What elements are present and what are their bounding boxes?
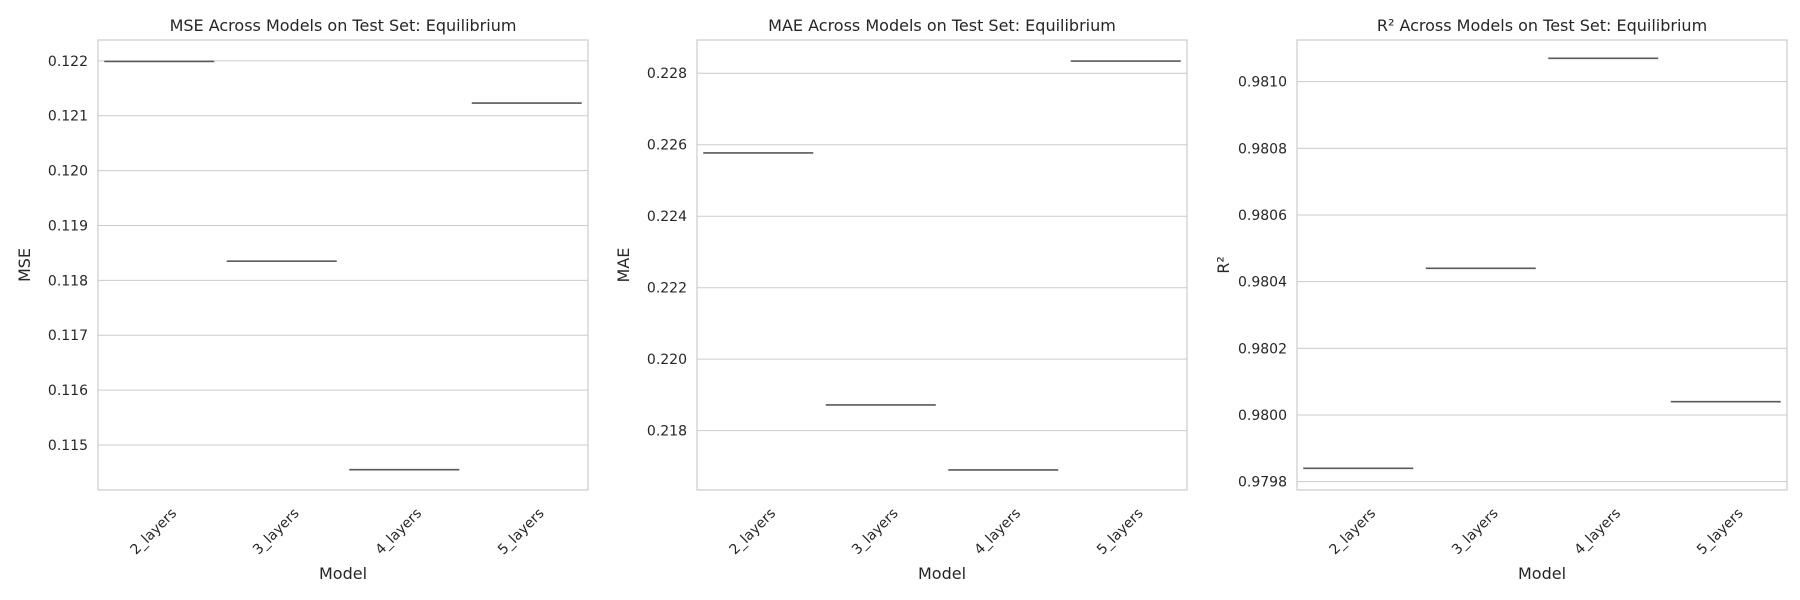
y-tick-label: 0.9800 (1238, 408, 1287, 424)
y-axis-label: R² (1214, 256, 1233, 274)
y-tick-label: 0.9806 (1238, 208, 1287, 224)
x-tick-label: 4_layers (1572, 506, 1625, 559)
y-tick-label: 0.228 (647, 66, 687, 82)
y-tick-label: 0.9798 (1238, 475, 1287, 491)
y-tick-label: 0.9802 (1238, 341, 1287, 357)
x-axis-label: Model (1518, 564, 1566, 583)
plot-frame (696, 39, 1188, 491)
y-tick-label: 0.122 (48, 54, 88, 70)
y-tick-label: 0.121 (48, 109, 88, 125)
x-tick-label: 5_layers (1094, 506, 1147, 559)
x-tick-label: 5_layers (495, 506, 548, 559)
x-tick-label: 2_layers (1327, 506, 1380, 559)
y-axis-label: MAE (614, 248, 633, 283)
x-axis-label: Model (918, 564, 966, 583)
y-tick-label: 0.9808 (1238, 141, 1287, 157)
x-tick-label: 2_layers (727, 506, 780, 559)
y-tick-label: 0.224 (647, 209, 687, 225)
y-tick-label: 0.226 (647, 138, 687, 154)
x-tick-label: 5_layers (1694, 506, 1747, 559)
chart-title: R² Across Models on Test Set: Equilibriu… (1377, 16, 1707, 35)
x-tick-label: 2_layers (128, 506, 181, 559)
x-tick-label: 4_layers (373, 506, 426, 559)
plot-frame (97, 39, 589, 491)
x-tick-label: 3_layers (250, 506, 303, 559)
y-tick-label: 0.116 (48, 383, 88, 399)
x-tick-label: 3_layers (849, 506, 902, 559)
y-tick-label: 0.115 (48, 438, 88, 454)
y-tick-label: 0.9810 (1238, 75, 1287, 91)
x-axis-label: Model (319, 564, 367, 583)
y-tick-label: 0.9804 (1238, 275, 1287, 291)
y-tick-label: 0.222 (647, 281, 687, 297)
y-tick-label: 0.118 (48, 273, 88, 289)
x-tick-label: 4_layers (972, 506, 1025, 559)
y-axis-label: MSE (15, 248, 34, 282)
x-tick-label: 3_layers (1449, 506, 1502, 559)
y-tick-label: 0.220 (647, 352, 687, 368)
chart-title: MSE Across Models on Test Set: Equilibri… (170, 16, 517, 35)
chart-title: MAE Across Models on Test Set: Equilibri… (768, 16, 1116, 35)
y-tick-label: 0.117 (48, 328, 88, 344)
y-tick-label: 0.218 (647, 424, 687, 440)
plot-frame (1296, 39, 1788, 491)
y-tick-label: 0.119 (48, 218, 88, 234)
y-tick-label: 0.120 (48, 164, 88, 180)
